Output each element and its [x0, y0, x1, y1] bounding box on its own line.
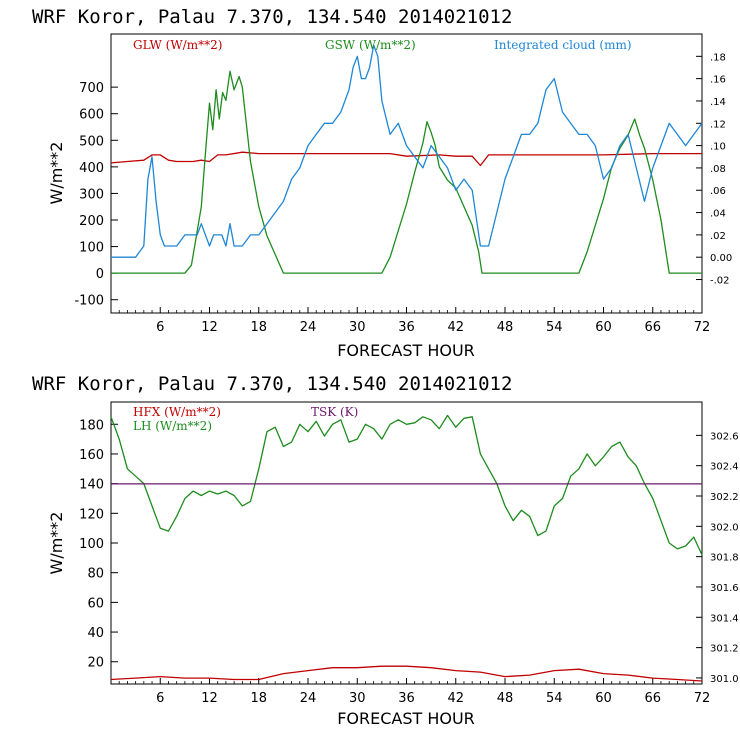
- bottom-y2-tick-label: 302.4: [710, 462, 739, 473]
- top-x-tick-label: 6: [156, 320, 164, 335]
- top-y-tick-label: -100: [74, 294, 104, 309]
- top-y-tick-label: 600: [79, 108, 104, 123]
- top-x-axis-label: FORECAST HOUR: [337, 341, 475, 360]
- top-y-tick-label: 0: [96, 267, 104, 282]
- bottom-chart-title: WRF Koror, Palau 7.370, 134.540 20140210…: [32, 373, 512, 395]
- top-x-tick-label: 12: [201, 320, 218, 335]
- bottom-x-tick-label: 12: [201, 691, 218, 706]
- top-x-tick-label: 72: [694, 320, 711, 335]
- bottom-chart-marks: 6 12 18 24 30 36 42 48 54 60 66 72 180 160 140 120 100 80…: [79, 414, 739, 706]
- bottom-x-tick-label: 42: [447, 691, 464, 706]
- top-x-tick-label: 30: [349, 320, 366, 335]
- top-y-tick-label: 200: [79, 214, 104, 229]
- top-y2-tick-label: -.02: [710, 276, 730, 287]
- top-y2-tick-label: .18: [710, 52, 726, 63]
- top-y2-tick-label: .04: [710, 209, 726, 220]
- bottom-x-tick-label: 6: [156, 691, 164, 706]
- bottom-x-axis-label: FORECAST HOUR: [337, 709, 475, 728]
- top-chart-title: WRF Koror, Palau 7.370, 134.540 20140210…: [32, 6, 512, 28]
- top-y2-tick-label: .10: [710, 142, 726, 153]
- top-x-tick-label: 18: [250, 320, 267, 335]
- bottom-y-tick-label: 60: [87, 596, 104, 611]
- top-y-tick-label: 500: [79, 134, 104, 149]
- legend-tsk: TSK (K): [311, 405, 358, 419]
- top-y-tick-label: 700: [79, 81, 104, 96]
- top-x-tick-label: 48: [497, 320, 514, 335]
- bottom-y2-tick-label: 302.6: [710, 431, 739, 442]
- top-y2-tick-label: .02: [710, 231, 726, 242]
- legend-glw: GLW (W/m**2): [133, 38, 222, 52]
- bottom-y2-tick-label: 301.2: [710, 644, 739, 655]
- bottom-y2-tick-label: 301.6: [710, 583, 739, 594]
- top-series-line-glw: [110, 151, 702, 167]
- top-y2-tick-label: .14: [710, 97, 726, 108]
- legend-integrated-cloud: Integrated cloud (mm): [494, 38, 632, 52]
- legend-hfx: HFX (W/m**2): [133, 405, 221, 419]
- bottom-x-tick-label: 36: [398, 691, 415, 706]
- top-x-tick-label: 66: [644, 320, 661, 335]
- top-series-line-cloud: [111, 44, 703, 258]
- bottom-y-tick-label: 40: [87, 626, 104, 641]
- top-y2-tick-label: .12: [710, 119, 726, 130]
- bottom-y-tick-label: 140: [79, 478, 104, 493]
- bottom-y-tick-label: 120: [79, 507, 104, 522]
- top-y-axis-label: W/m**2: [47, 142, 66, 205]
- bottom-x-tick-label: 30: [349, 691, 366, 706]
- bottom-series-line-lh: [110, 414, 703, 556]
- top-chart-marks: 6 12 18 24 30 36 42 48 54 60 66 72 700 600 500 400 300 20…: [74, 44, 732, 335]
- top-y-tick-label: 400: [79, 161, 104, 176]
- bottom-x-tick-label: 54: [546, 691, 563, 706]
- bottom-y-tick-label: 160: [79, 448, 104, 463]
- bottom-plot-frame: [110, 401, 703, 685]
- top-plot-frame: [110, 33, 703, 314]
- bottom-x-tick-label: 72: [694, 691, 711, 706]
- top-y-tick-label: 100: [79, 241, 104, 256]
- top-y2-tick-label: .06: [710, 186, 726, 197]
- bottom-x-tick-label: 48: [497, 691, 514, 706]
- bottom-x-tick-label: 24: [300, 691, 317, 706]
- bottom-y2-tick-label: 301.4: [710, 613, 739, 624]
- bottom-y-axis-label: W/m**2: [47, 512, 66, 575]
- top-y2-tick-label: .08: [710, 164, 726, 175]
- bottom-y2-tick-label: 301.8: [710, 553, 739, 564]
- legend-lh: LH (W/m**2): [133, 419, 212, 433]
- top-x-tick-label: 42: [447, 320, 464, 335]
- top-x-tick-label: 60: [595, 320, 612, 335]
- bottom-y-tick-label: 100: [79, 537, 104, 552]
- legend-gsw: GSW (W/m**2): [325, 38, 416, 52]
- top-x-tick-label: 36: [398, 320, 415, 335]
- bottom-y2-tick-label: 301.0: [710, 674, 739, 685]
- top-series-line-gsw: [111, 70, 702, 274]
- top-y-tick-label: 300: [79, 187, 104, 202]
- bottom-y2-tick-label: 302.2: [710, 492, 739, 503]
- top-y2-tick-label: 0.00: [710, 253, 732, 264]
- bottom-y2-tick-label: 302.0: [710, 522, 739, 533]
- top-x-tick-label: 54: [546, 320, 563, 335]
- top-x-tick-label: 24: [300, 320, 317, 335]
- bottom-x-tick-label: 60: [595, 691, 612, 706]
- bottom-y-tick-label: 20: [87, 656, 104, 671]
- bottom-x-tick-label: 66: [644, 691, 661, 706]
- top-y2-tick-label: .16: [710, 75, 726, 86]
- bottom-x-tick-label: 18: [250, 691, 267, 706]
- bottom-y-tick-label: 180: [79, 418, 104, 433]
- bottom-series-line-hfx: [110, 665, 703, 682]
- bottom-y-tick-label: 80: [87, 567, 104, 582]
